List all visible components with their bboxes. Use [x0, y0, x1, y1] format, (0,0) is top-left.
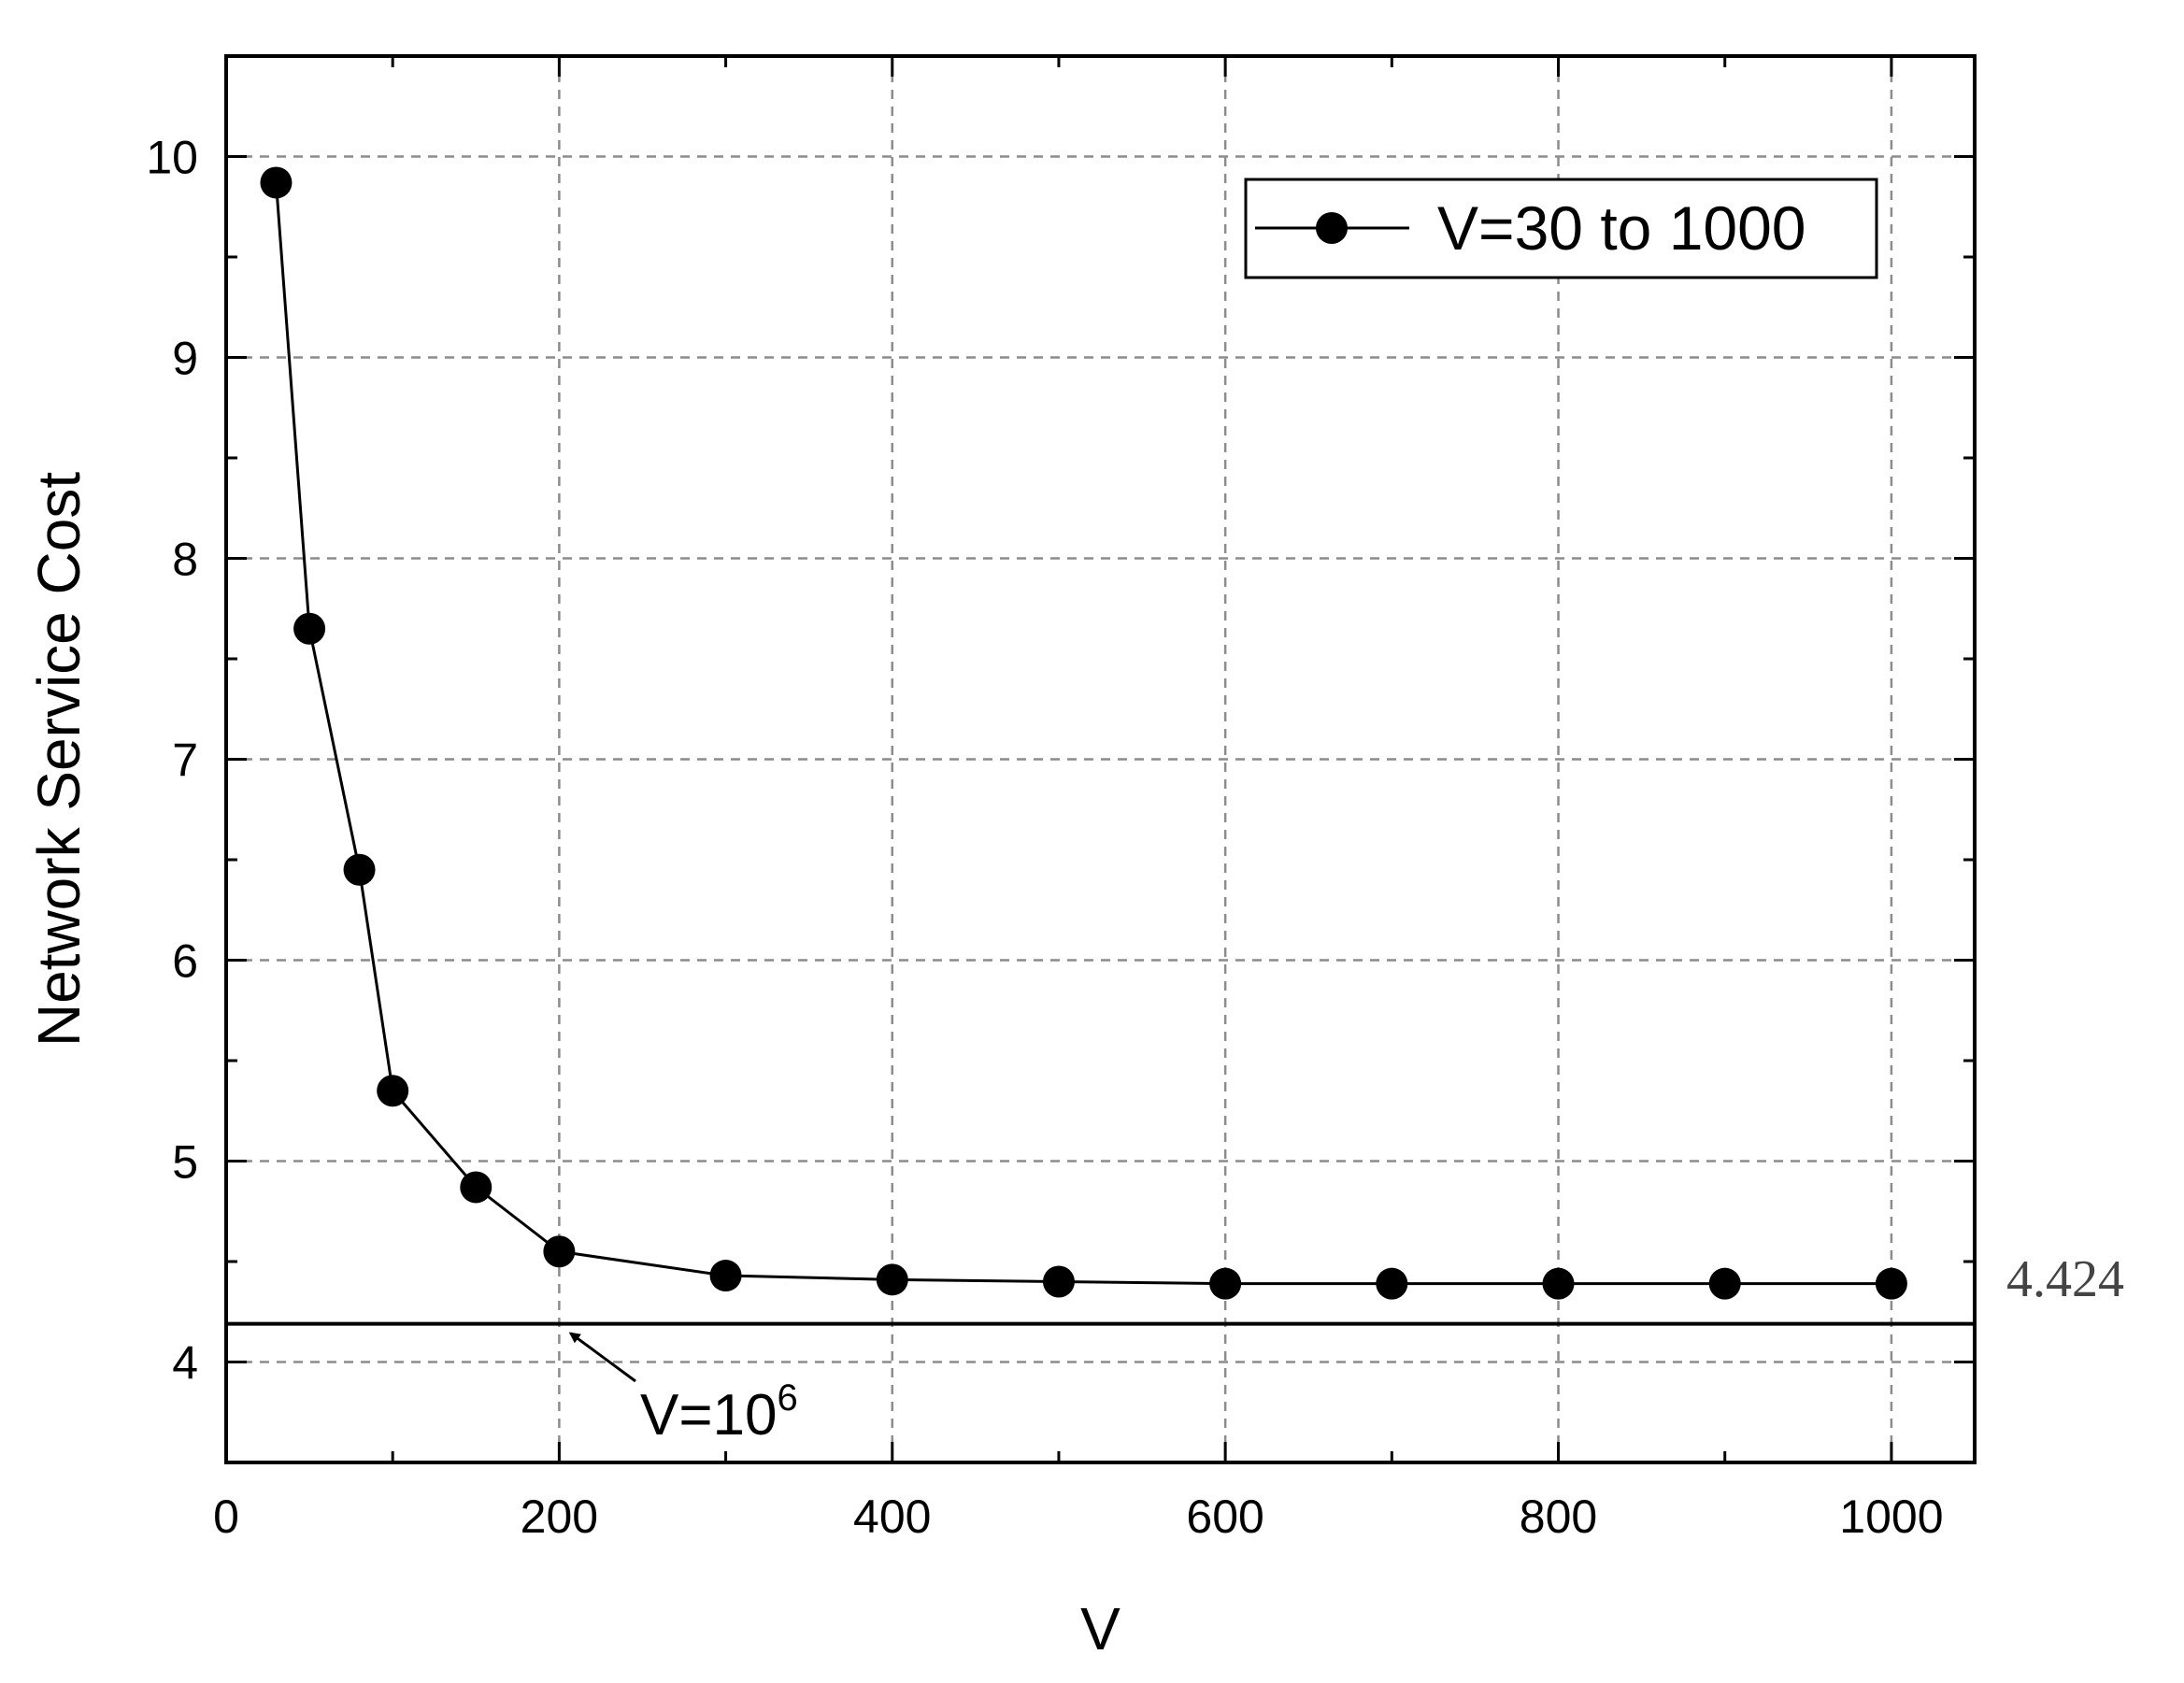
x-tick-label-600: 600 — [1186, 1490, 1263, 1543]
x-tick-labels: 0 200 400 600 800 1000 — [213, 1490, 1943, 1543]
data-point — [543, 1235, 576, 1268]
data-point — [1708, 1267, 1741, 1300]
y-tick-label-6: 6 — [172, 935, 198, 988]
data-point — [1209, 1267, 1242, 1300]
data-point — [1376, 1267, 1408, 1300]
data-point — [1542, 1267, 1575, 1300]
y-tick-label-7: 7 — [172, 735, 198, 787]
y-tick-label-4: 4 — [172, 1337, 198, 1390]
series-line — [274, 182, 1891, 1286]
plot-frame — [224, 54, 1977, 1464]
data-point — [1875, 1267, 1907, 1300]
x-tick-label-0: 0 — [213, 1490, 239, 1543]
reference-arrow — [568, 1332, 636, 1383]
data-point — [1042, 1265, 1075, 1298]
series-group — [260, 166, 1907, 1300]
legend-marker — [1316, 212, 1348, 244]
legend: V=30 to 1000 — [1244, 178, 1878, 279]
reference-annotation: V=106 — [640, 1377, 798, 1448]
data-point — [460, 1171, 492, 1204]
data-point — [377, 1075, 409, 1107]
data-point — [876, 1263, 908, 1296]
y-axis-title: Network Service Cost — [25, 472, 93, 1048]
y-tick-labels: 4 5 6 7 8 9 10 — [146, 132, 198, 1390]
x-tick-label-800: 800 — [1520, 1490, 1597, 1543]
reference-annotation-base: V=10 — [640, 1383, 778, 1448]
y-tick-label-8: 8 — [172, 534, 198, 586]
x-tick-label-400: 400 — [853, 1490, 931, 1543]
legend-label: V=30 to 1000 — [1437, 193, 1806, 263]
data-point — [343, 853, 376, 886]
y-tick-label-9: 9 — [172, 333, 198, 385]
reference-value-label: 4.424 — [2006, 1250, 2124, 1308]
data-point — [260, 166, 293, 199]
data-point — [709, 1260, 742, 1292]
data-point — [293, 612, 326, 645]
y-tick-label-10: 10 — [146, 132, 198, 184]
x-tick-label-200: 200 — [521, 1490, 598, 1543]
gridlines — [226, 56, 1975, 1462]
reference-annotation-exponent: 6 — [778, 1377, 798, 1419]
x-axis-title: V — [1080, 1595, 1121, 1662]
x-tick-label-1000: 1000 — [1839, 1490, 1943, 1543]
y-tick-label-5: 5 — [172, 1136, 198, 1189]
